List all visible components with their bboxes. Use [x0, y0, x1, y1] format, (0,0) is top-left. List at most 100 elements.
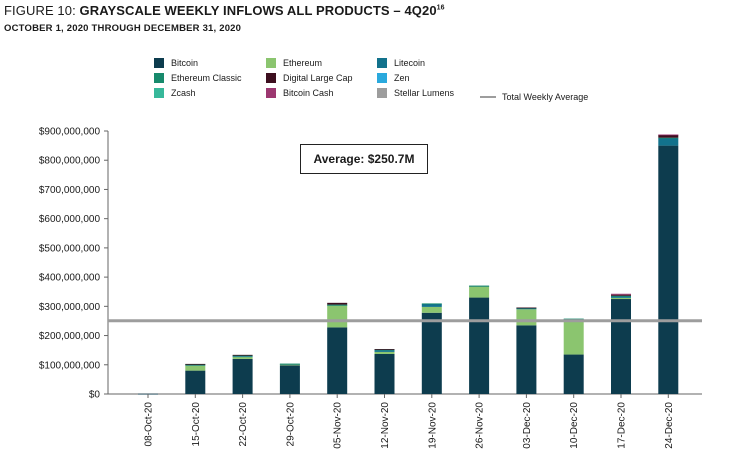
x-tick-label: 29-Oct-20	[285, 402, 296, 447]
legend-item-bitcoin: Bitcoin	[154, 58, 198, 68]
bar-segment-ethereum-classic	[611, 295, 631, 297]
bar-segment-ethereum-classic	[374, 349, 395, 351]
legend-label: Zen	[394, 73, 410, 83]
bar-segment-digital-large-cap	[232, 354, 253, 356]
bar-segment-ethereum-classic	[658, 137, 679, 139]
bar-segment-ethereum	[563, 320, 584, 355]
legend-swatch	[266, 58, 276, 68]
bar-segment-bitcoin	[374, 353, 395, 394]
bar-segment-bitcoin	[185, 370, 206, 394]
bar-segment-litecoin	[658, 138, 679, 146]
title-text: GRAYSCALE WEEKLY INFLOWS ALL PRODUCTS – …	[79, 3, 437, 18]
bar-segment-ethereum	[185, 365, 206, 371]
bar-segment-digital-large-cap	[516, 307, 537, 309]
bar-segment-ethereum-classic	[232, 355, 253, 357]
legend-item-bitcoin-cash: Bitcoin Cash	[266, 88, 334, 98]
legend-label: Digital Large Cap	[283, 73, 353, 83]
bar-segment-litecoin	[516, 308, 537, 310]
legend-label: Ethereum	[283, 58, 323, 68]
bar-segment-ethereum	[611, 297, 631, 300]
bar-segment-ethereum	[421, 306, 442, 313]
bar-segment-digital-large-cap	[185, 363, 206, 365]
y-tick-label: $700,000,000	[39, 185, 101, 196]
bar-segment-bitcoin	[469, 297, 490, 394]
bar-segment-litecoin	[421, 303, 442, 307]
legend-swatch	[480, 96, 496, 98]
average-callout: Average: $250.7M	[300, 144, 428, 174]
legend-item-ethereum: Ethereum	[266, 58, 322, 68]
y-tick-label: $0	[89, 390, 101, 401]
x-tick-label: 26-Nov-20	[475, 402, 486, 449]
legend-label: Bitcoin Cash	[283, 88, 334, 98]
legend-label: Bitcoin	[171, 58, 199, 68]
bar-segment-bitcoin	[421, 312, 442, 394]
figure-number: FIGURE 10:	[4, 3, 80, 18]
x-tick-label: 15-Oct-20	[191, 402, 202, 447]
bar-segment-digital-large-cap	[374, 348, 395, 350]
bar-segment-bitcoin	[516, 325, 537, 394]
x-tick-label: 22-Oct-20	[238, 402, 249, 447]
bar-segment-ethereum	[279, 364, 300, 366]
bar-segment-digital-large-cap	[611, 294, 631, 296]
legend-item-zcash: Zcash	[154, 88, 196, 98]
bar-segment-ethereum	[232, 356, 253, 359]
bar-segment-ethereum	[516, 309, 537, 326]
legend-label: Stellar Lumens	[394, 88, 455, 98]
bar-segment-digital-large-cap	[327, 302, 348, 305]
bar-segment-litecoin	[232, 356, 253, 358]
legend-item-total-weekly-average: Total Weekly Average	[480, 92, 588, 102]
legend-swatch	[266, 88, 276, 98]
bar-segment-bitcoin-cash	[611, 293, 631, 295]
bar-segment-ethereum-classic	[563, 318, 584, 320]
legend-swatch	[377, 73, 387, 83]
x-tick-label: 24-Dec-20	[664, 402, 675, 449]
bar-segment-litecoin	[611, 296, 631, 298]
bar-segment-bitcoin-cash	[658, 134, 679, 136]
y-tick-label: $400,000,000	[39, 273, 101, 284]
x-tick-label: 12-Nov-20	[380, 402, 391, 449]
x-tick-label: 19-Nov-20	[427, 402, 438, 449]
x-tick-label: 03-Dec-20	[522, 402, 533, 449]
title-footnote: 16	[436, 4, 445, 12]
x-tick-label: 17-Dec-20	[617, 402, 628, 449]
bar-segment-ethereum	[469, 286, 490, 298]
x-tick-label: 10-Dec-20	[569, 402, 580, 449]
legend-swatch	[377, 88, 387, 98]
bar-segment-litecoin	[185, 364, 206, 366]
y-tick-label: $800,000,000	[39, 156, 101, 167]
bar-segment-ethereum-classic	[279, 363, 300, 365]
legend-label: Litecoin	[394, 58, 426, 68]
legend-swatch	[377, 58, 387, 68]
x-tick-label: 08-Oct-20	[144, 402, 155, 447]
chart-subtitle: OCTOBER 1, 2020 THROUGH DECEMBER 31, 202…	[4, 23, 242, 34]
chart-title: FIGURE 10: GRAYSCALE WEEKLY INFLOWS ALL …	[4, 3, 445, 18]
legend-swatch	[154, 73, 164, 83]
legend-label: Ethereum Classic	[171, 73, 242, 83]
legend-label: Total Weekly Average	[502, 92, 589, 102]
y-tick-label: $900,000,000	[39, 127, 101, 138]
x-tick-label: 05-Nov-20	[333, 402, 344, 449]
y-tick-label: $200,000,000	[39, 331, 101, 342]
bar-segment-bitcoin	[658, 145, 679, 394]
legend-swatch	[266, 73, 276, 83]
legend-swatch	[154, 88, 164, 98]
y-tick-label: $100,000,000	[39, 360, 101, 371]
legend-swatch	[154, 58, 164, 68]
y-tick-label: $300,000,000	[39, 302, 101, 313]
bar-segment-bitcoin	[232, 358, 253, 394]
bar-segment-ethereum-classic	[327, 304, 348, 306]
legend-item-litecoin: Litecoin	[377, 58, 425, 68]
bar-segment-ethereum	[327, 305, 348, 328]
legend-item-stellar-lumens: Stellar Lumens	[377, 88, 454, 98]
bar-segment-ethereum-classic	[469, 285, 490, 287]
bar-segment-bitcoin	[279, 365, 300, 394]
bar-segment-litecoin	[374, 350, 395, 352]
bar-segment-digital-large-cap	[658, 134, 679, 138]
legend-label: Zcash	[171, 88, 196, 98]
bar-segment-bitcoin	[611, 299, 631, 394]
bar-segment-bitcoin	[327, 327, 348, 394]
bar-segment-ethereum-classic	[421, 303, 442, 305]
legend-item-digital-large-cap: Digital Large Cap	[266, 73, 353, 83]
legend-item-zen: Zen	[377, 73, 410, 83]
